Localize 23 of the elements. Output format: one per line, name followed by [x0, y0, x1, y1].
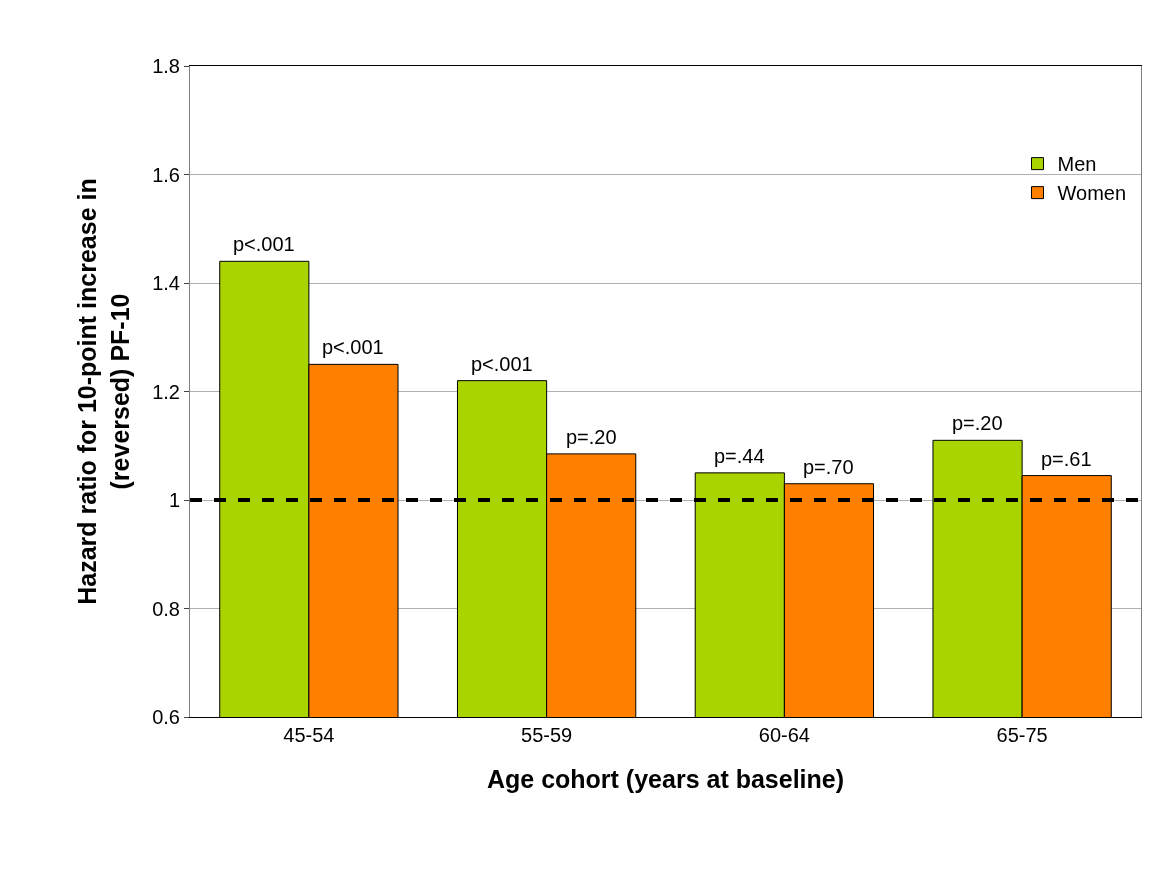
annotation: p<.001	[322, 336, 384, 358]
y-tick-label: 1.8	[152, 55, 180, 77]
y-tick-label: 0.8	[152, 597, 180, 620]
x-tick-label: 65-75	[996, 724, 1048, 746]
x-axis-title: Age cohort (years at baseline)	[486, 765, 845, 793]
annotation: p=.20	[566, 426, 617, 448]
annotation: p=.61	[1041, 448, 1092, 470]
y-tick-label: 1.2	[152, 380, 180, 403]
annotation: p<.001	[471, 353, 533, 375]
legend-label: Men	[1057, 153, 1097, 176]
y-tick-label: 0.6	[152, 706, 180, 728]
annotation: p=.70	[803, 456, 854, 478]
annotation: p=.20	[952, 412, 1003, 434]
y-tick-label: 1	[168, 489, 180, 511]
x-tick-label: 60-64	[758, 724, 810, 746]
x-tick-label: 45-54	[283, 724, 335, 746]
x-tick-label: 55-59	[521, 724, 573, 746]
annotation: p<.001	[233, 233, 295, 255]
legend-label: Women	[1057, 182, 1127, 205]
annotation: p=.44	[714, 445, 765, 467]
y-tick-label: 1.4	[152, 272, 180, 294]
y-axis-title: Hazard ratio for 10-point increase in (reversed) PF-10	[73, 178, 134, 605]
y-tick-label: 1.6	[152, 163, 180, 186]
